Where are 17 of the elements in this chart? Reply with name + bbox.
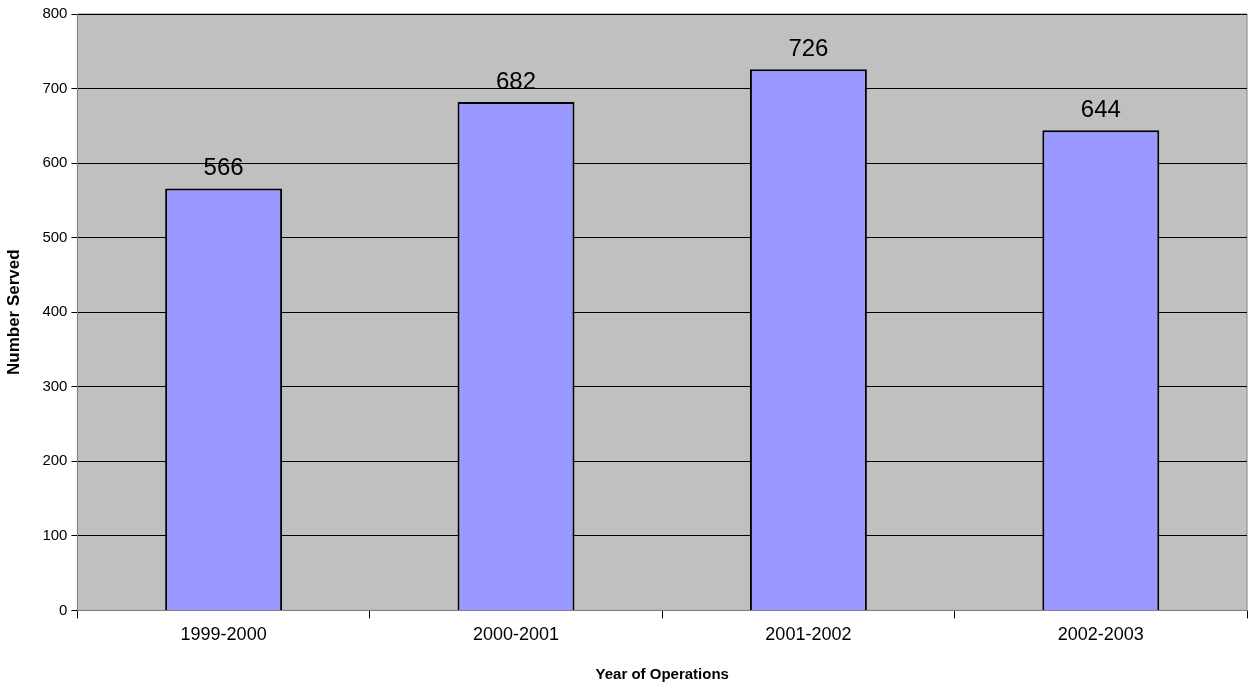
x-tick-label: 2002-2003 bbox=[1057, 624, 1144, 645]
y-tick-label: 700 bbox=[42, 78, 68, 96]
x-tick-label: 2000-2001 bbox=[472, 624, 560, 645]
data-label: 726 bbox=[788, 33, 829, 61]
x-axis-title: Year of Operations bbox=[595, 665, 729, 683]
y-tick-label: 500 bbox=[42, 227, 68, 245]
data-label: 644 bbox=[1080, 94, 1121, 122]
y-tick-label: 400 bbox=[42, 302, 68, 320]
y-tick-label: 100 bbox=[42, 525, 68, 543]
x-tick-label: 1999-2000 bbox=[180, 624, 267, 645]
y-tick-label: 800 bbox=[42, 4, 68, 22]
y-tick-label: 300 bbox=[42, 376, 68, 394]
y-tick-label: 600 bbox=[42, 153, 68, 171]
x-tick-label: 2001-2002 bbox=[765, 624, 852, 645]
y-axis-title: Number Served bbox=[3, 249, 23, 376]
y-tick-label: 200 bbox=[42, 451, 68, 469]
y-tick-label: 0 bbox=[59, 600, 68, 618]
